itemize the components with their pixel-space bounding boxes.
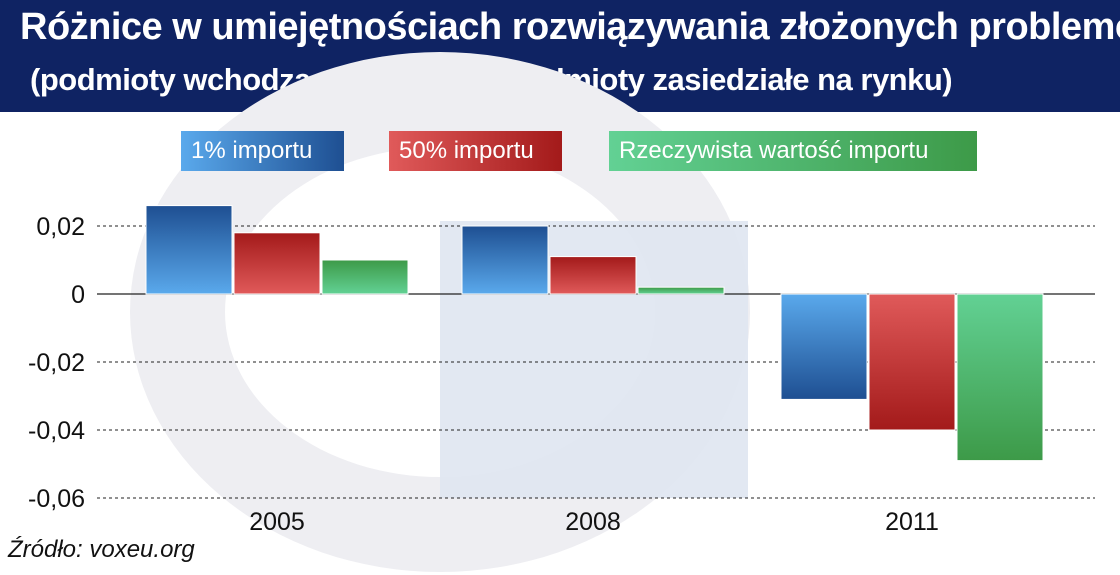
legend-item-actual-value: Rzeczywista wartość importu [609,131,977,171]
bar-2008-series-3 [637,286,725,295]
x-tick-label: 2011 [885,508,939,536]
y-tick-label: -0,04 [28,417,85,445]
x-tick-label: 2005 [249,508,305,536]
legend-item-50-percent: 50% importu [389,131,562,171]
bar-2011-series-1 [780,293,868,400]
bar-2005-series-1 [145,205,233,295]
bar-2008-series-1 [461,225,549,295]
bar-2008-series-2 [549,256,637,295]
chart-area: 0,02 0 -0,02 -0,04 -0,06 2005 2008 2011 1% impo… [0,52,1120,575]
x-tick-label: 2008 [565,508,621,536]
y-tick-label: -0,02 [28,349,85,377]
y-tick-label: 0 [71,281,85,309]
y-tick-label: 0,02 [36,213,85,241]
bar-2011-series-3 [956,293,1044,462]
bar-2011-series-2 [868,293,956,431]
chart-title: Różnice w umiejętnościach rozwiązywania … [20,6,1120,48]
source-note: Źródło: voxeu.org [8,536,195,563]
y-tick-label: -0,06 [28,485,85,513]
bar-2005-series-3 [321,259,409,295]
legend-item-1-percent: 1% importu [181,131,344,171]
bar-2005-series-2 [233,232,321,295]
bar-chart: 0,02 0 -0,02 -0,04 -0,06 2005 2008 2011 [28,205,1095,536]
